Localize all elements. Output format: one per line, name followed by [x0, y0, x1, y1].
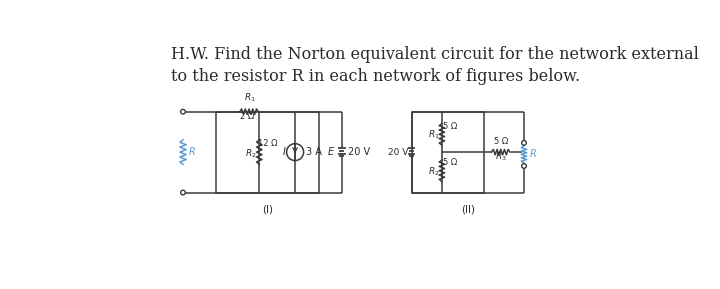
Text: R: R [530, 149, 537, 160]
Text: (II): (II) [461, 204, 474, 214]
Text: 5 Ω: 5 Ω [494, 137, 508, 147]
Text: 5 Ω: 5 Ω [444, 122, 458, 131]
Text: H.W. Find the Norton equivalent circuit for the network external: H.W. Find the Norton equivalent circuit … [171, 46, 699, 63]
Text: 20 V: 20 V [348, 147, 370, 157]
Text: R: R [189, 147, 196, 157]
Text: $R_2$: $R_2$ [245, 147, 256, 160]
Text: $R_3$: $R_3$ [495, 150, 507, 162]
Text: (I): (I) [262, 204, 273, 214]
Circle shape [522, 140, 526, 145]
Text: $R_1$: $R_1$ [428, 129, 440, 141]
Text: $R_2$: $R_2$ [428, 165, 440, 178]
Text: 2 Ω: 2 Ω [240, 112, 254, 121]
Text: to the resistor R in each network of figures below.: to the resistor R in each network of fig… [171, 68, 580, 85]
Circle shape [181, 109, 185, 114]
Text: 12 Ω: 12 Ω [258, 139, 277, 148]
Text: E: E [328, 147, 334, 157]
Circle shape [522, 164, 526, 168]
Text: 5 Ω: 5 Ω [444, 158, 458, 167]
Circle shape [181, 190, 185, 195]
Text: 3 A: 3 A [306, 147, 322, 157]
Text: $R_1$: $R_1$ [244, 92, 256, 104]
Text: I: I [283, 147, 286, 157]
Text: 20 V: 20 V [388, 148, 408, 157]
